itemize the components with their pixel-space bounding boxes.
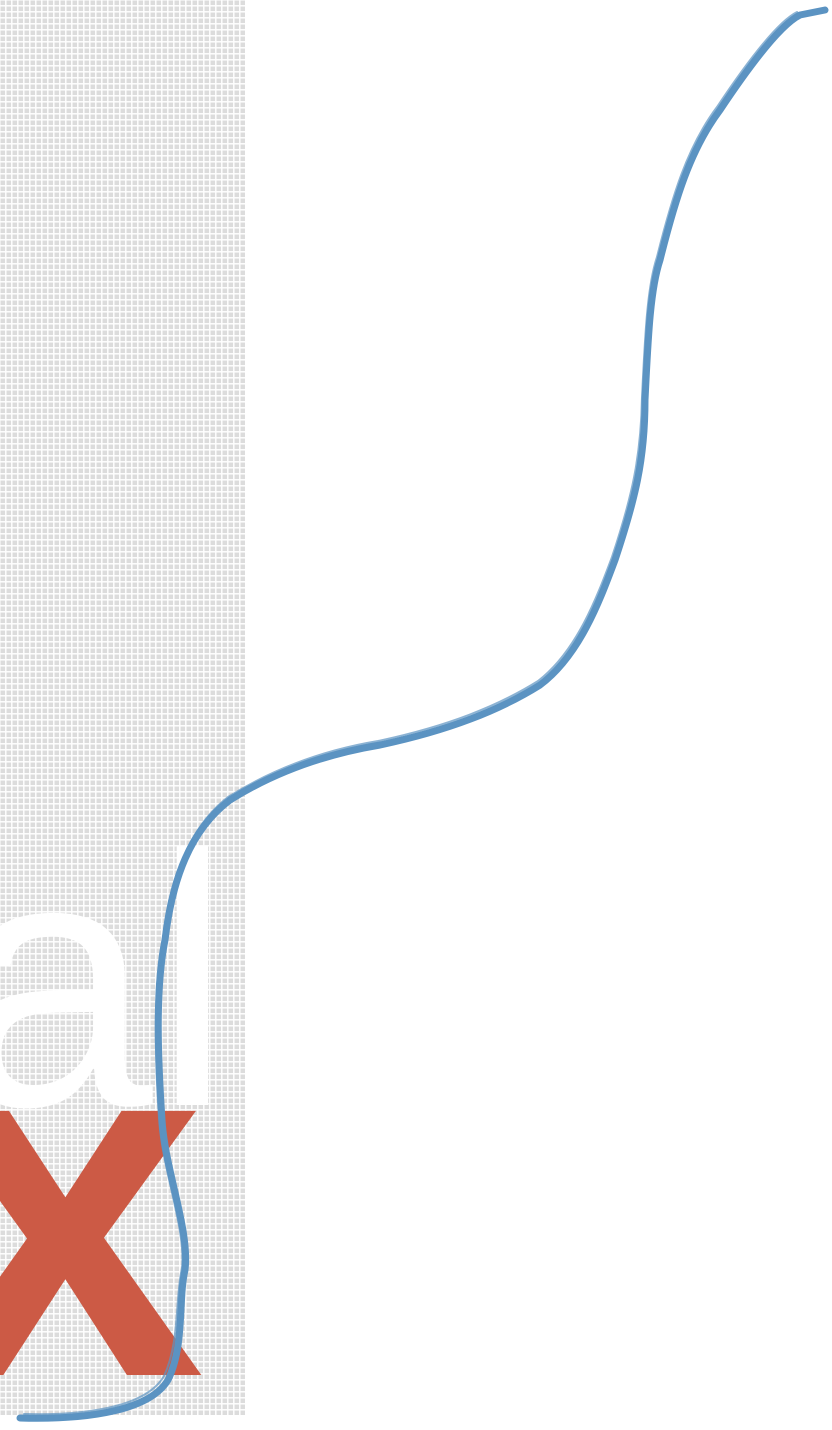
page: {"cover": {"word_fragment": "al", "lette… [0,0,832,1430]
cover-art: al x [0,0,832,1430]
